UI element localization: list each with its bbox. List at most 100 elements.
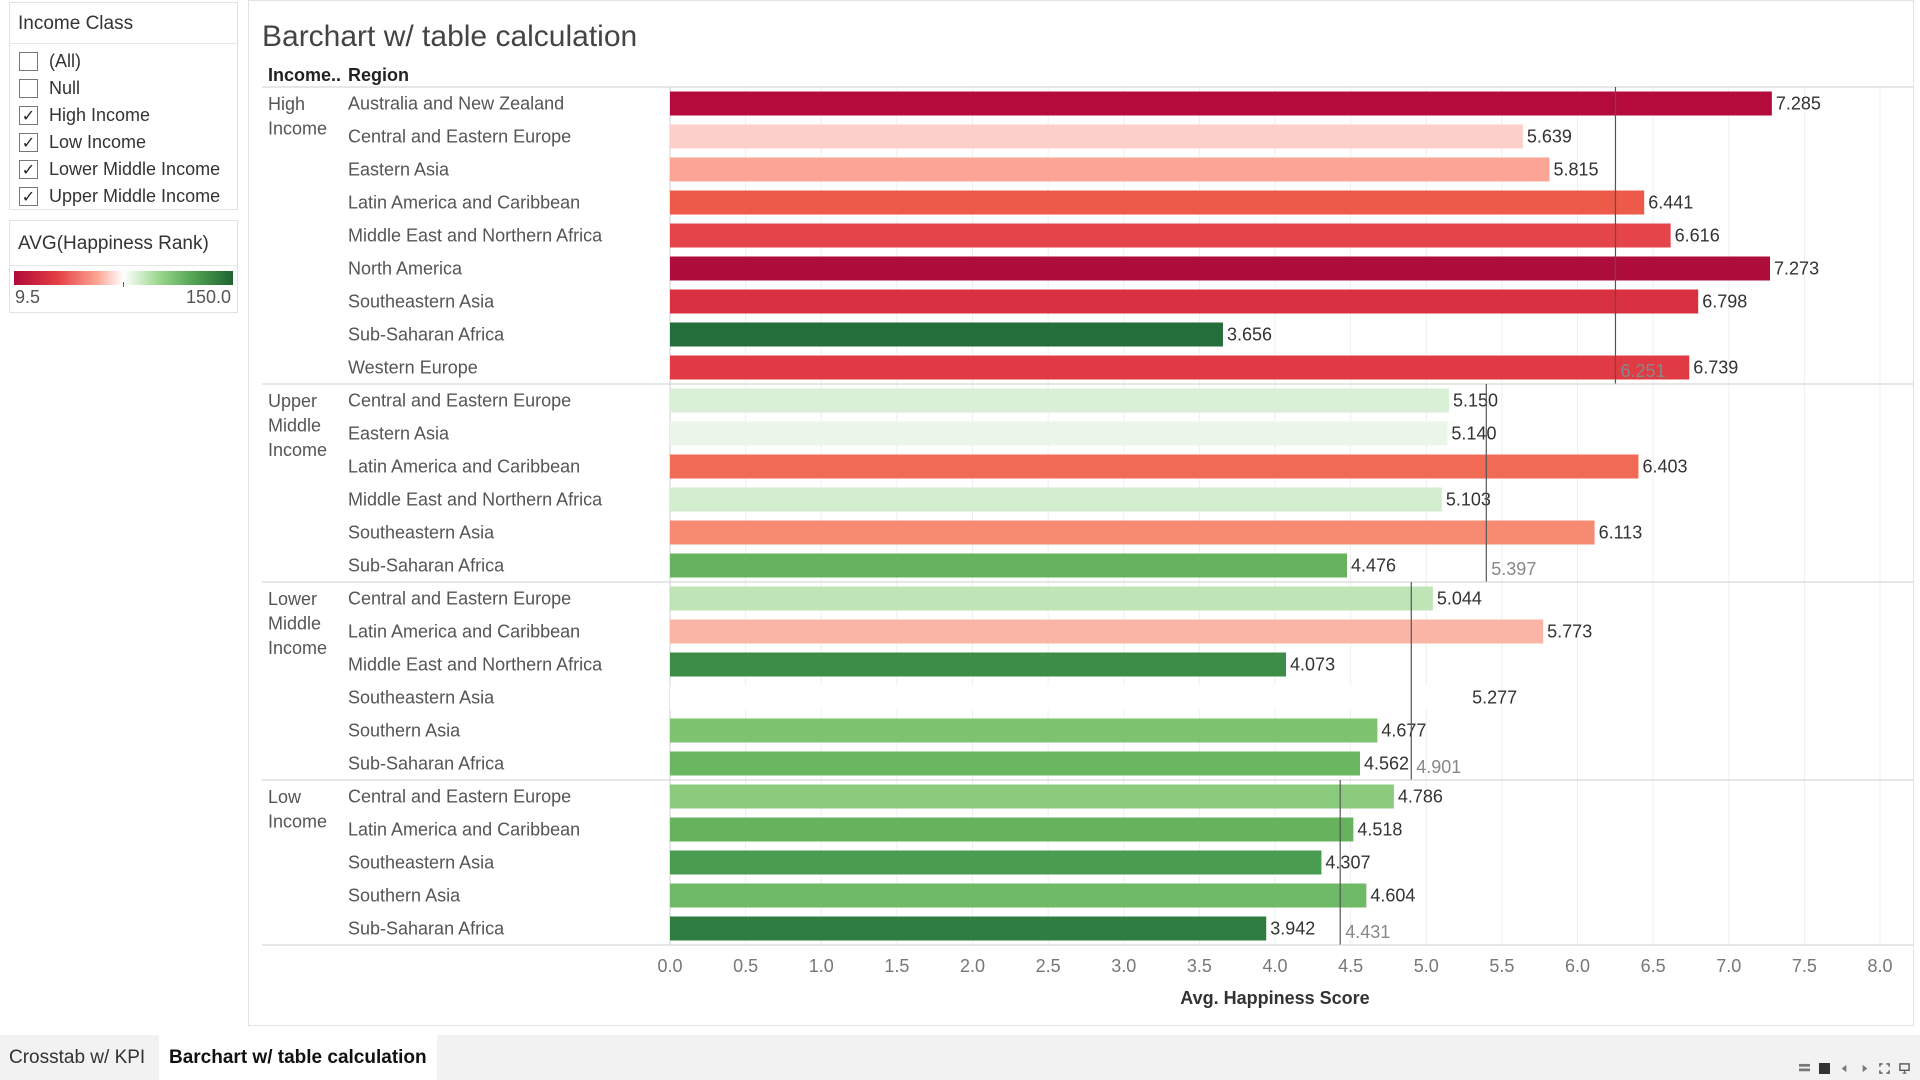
income-group-label: Middle	[268, 614, 321, 634]
bar-value-label: 7.285	[1776, 94, 1821, 114]
x-tick-label: 3.0	[1111, 956, 1136, 976]
bar-value-label: 5.277	[1472, 688, 1517, 708]
filter-item-upper-middle-income[interactable]: ✓ Upper Middle Income	[19, 183, 220, 210]
region-label: Southern Asia	[348, 886, 461, 906]
bar	[670, 157, 1550, 182]
region-label: Southeastern Asia	[348, 688, 495, 708]
filter-item-label: Upper Middle Income	[49, 186, 221, 206]
income-group-label: Income	[268, 638, 327, 658]
tab-barchart[interactable]: Barchart w/ table calculation	[159, 1035, 437, 1080]
bar-value-label: 5.140	[1451, 424, 1496, 444]
bar-value-label: 4.562	[1364, 754, 1409, 774]
income-group-label: High	[268, 94, 305, 114]
legend-title: AVG(Happiness Rank)	[18, 233, 209, 254]
region-label: Central and Eastern Europe	[348, 589, 571, 609]
filter-item-low-income[interactable]: ✓ Low Income	[19, 129, 146, 156]
region-label: Eastern Asia	[348, 424, 450, 444]
bar-value-label: 6.616	[1675, 226, 1720, 246]
filter-item-null[interactable]: Null	[19, 75, 80, 102]
x-tick-label: 2.0	[960, 956, 985, 976]
region-label: Australia and New Zealand	[348, 94, 564, 114]
filter-item-label: (All)	[49, 51, 81, 71]
filter-item-lower-middle-income[interactable]: ✓ Lower Middle Income	[19, 156, 220, 183]
checkbox-icon[interactable]: ✓	[19, 187, 38, 206]
bar-value-label: 5.044	[1437, 589, 1482, 609]
sheet-navigation	[1799, 1063, 1910, 1074]
bar-value-label: 5.103	[1446, 490, 1491, 510]
bar-chart: Barchart w/ table calculation Income.. Reg…	[262, 20, 1913, 1008]
filmstrip-icon[interactable]	[1819, 1063, 1830, 1074]
bar-value-label: 6.113	[1599, 523, 1643, 543]
region-label: Southeastern Asia	[348, 292, 495, 312]
x-tick-label: 0.0	[657, 956, 682, 976]
bar-value-label: 7.273	[1774, 259, 1819, 279]
income-group-label: Lower	[268, 589, 317, 609]
bar-value-label: 5.815	[1554, 160, 1599, 180]
region-label: Latin America and Caribbean	[348, 457, 580, 477]
checkbox-icon[interactable]: ✓	[19, 133, 38, 152]
filter-item-all[interactable]: (All)	[19, 48, 81, 75]
bar	[670, 388, 1449, 413]
fullscreen-icon[interactable]	[1879, 1063, 1890, 1074]
grid-view-icon[interactable]	[1799, 1063, 1810, 1074]
checkbox-icon[interactable]: ✓	[19, 160, 38, 179]
bar	[670, 553, 1347, 578]
x-tick-label: 7.5	[1792, 956, 1817, 976]
region-label: Sub-Saharan Africa	[348, 919, 505, 939]
bar	[670, 784, 1394, 809]
bar-value-label: 4.786	[1398, 787, 1443, 807]
x-tick-label: 6.5	[1641, 956, 1666, 976]
legend-gradient	[14, 271, 233, 285]
legend-divider	[10, 265, 237, 266]
filter-item-label: High Income	[49, 105, 151, 125]
region-label: Middle East and Northern Africa	[348, 490, 603, 510]
bar	[670, 322, 1223, 347]
bar	[670, 916, 1267, 941]
x-tick-label: 7.0	[1716, 956, 1741, 976]
filter-item-high-income[interactable]: ✓ High Income	[19, 102, 150, 129]
checkbox-icon[interactable]	[19, 52, 38, 71]
reference-line-label: 4.901	[1416, 757, 1461, 777]
filter-title: Income Class	[18, 13, 134, 34]
region-label: Central and Eastern Europe	[348, 127, 571, 147]
row-header-region: Region	[348, 65, 409, 85]
bar	[670, 619, 1544, 644]
region-label: Sub-Saharan Africa	[348, 754, 505, 774]
x-tick-label: 4.0	[1262, 956, 1287, 976]
filter-item-label: Low Income	[49, 132, 147, 152]
bar-value-label: 4.518	[1357, 820, 1402, 840]
checkbox-icon[interactable]: ✓	[19, 106, 38, 125]
legend-max-label: 150.0	[185, 287, 231, 307]
bar	[670, 124, 1523, 149]
region-label: Central and Eastern Europe	[348, 391, 571, 411]
region-label: Southern Asia	[348, 721, 461, 741]
bar-value-label: 4.073	[1290, 655, 1335, 675]
region-label: Latin America and Caribbean	[348, 193, 580, 213]
income-group-label: Income	[268, 812, 327, 832]
region-label: Western Europe	[348, 358, 478, 378]
chart-title: Barchart w/ table calculation	[262, 20, 637, 53]
region-label: Southeastern Asia	[348, 523, 495, 543]
bar	[670, 421, 1448, 446]
x-tick-label: 1.5	[884, 956, 909, 976]
region-label: Southeastern Asia	[348, 853, 495, 873]
bar-value-label: 4.476	[1351, 556, 1396, 576]
x-tick-label: 5.0	[1414, 956, 1439, 976]
legend-min-label: 9.5	[15, 287, 41, 307]
color-legend: AVG(Happiness Rank) 9.5 150.0	[9, 220, 238, 313]
checkbox-icon[interactable]	[19, 79, 38, 98]
x-tick-label: 8.0	[1867, 956, 1892, 976]
sheet-tab-bar: Crosstab w/ KPI Barchart w/ table calcul…	[0, 1035, 1920, 1080]
next-sheet-icon[interactable]	[1859, 1063, 1870, 1074]
reference-line-label: 6.251	[1620, 361, 1665, 381]
present-icon[interactable]	[1899, 1063, 1910, 1074]
tab-crosstab[interactable]: Crosstab w/ KPI	[9, 1046, 146, 1068]
region-label: Middle East and Northern Africa	[348, 655, 603, 675]
bar	[670, 223, 1671, 248]
bar-value-label: 6.403	[1642, 457, 1687, 477]
previous-sheet-icon[interactable]	[1839, 1063, 1850, 1074]
x-tick-label: 4.5	[1338, 956, 1363, 976]
bar	[670, 685, 1469, 710]
reference-line-label: 4.431	[1345, 922, 1390, 942]
bar-value-label: 4.604	[1370, 886, 1415, 906]
